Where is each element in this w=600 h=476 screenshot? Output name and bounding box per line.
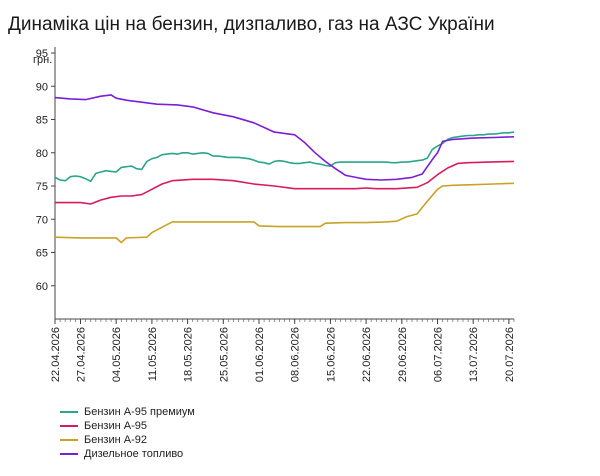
series-line-1 [54, 131, 515, 183]
price-line-chart: грн. 60 65 70 75 80 85 90 95 22.04.2026 27.04.2026… [33, 47, 516, 382]
legend-label: Дизельное топливо [84, 448, 184, 460]
y-tick-label: 75 [36, 181, 48, 193]
legend-swatch [60, 411, 78, 413]
y-tick-label: 80 [36, 148, 48, 160]
y-tick-label: 90 [36, 81, 48, 93]
series-line-3 [54, 182, 515, 244]
legend-swatch [60, 439, 78, 441]
x-tick-label: 01.06.2026 [254, 327, 266, 382]
x-tick-label: 22.06.2026 [361, 327, 373, 382]
series-line-2 [55, 160, 515, 205]
x-tick-label: 04.05.2026 [111, 327, 123, 382]
chart-title: Динаміка цін на бензин, дизпаливо, газ н… [8, 14, 495, 35]
y-tick-label: 60 [36, 281, 48, 293]
x-tick-label: 22.04.2026 [50, 327, 62, 382]
legend-item: Бензин А-92 [60, 433, 195, 447]
legend-swatch [60, 453, 78, 455]
y-tick-label: 70 [36, 214, 48, 226]
series-line-4 [54, 94, 515, 181]
x-tick-label: 20.07.2026 [504, 327, 516, 382]
x-tick-label: 18.05.2026 [183, 327, 195, 382]
x-tick-label: 08.06.2026 [290, 327, 302, 382]
chart-legend: Бензин А-95 премиум Бензин А-95 Бензин А-9… [60, 405, 195, 461]
y-tick-label: 95 [36, 48, 48, 60]
x-tick-label: 11.05.2026 [147, 327, 159, 381]
y-axis-label: грн. [33, 54, 52, 66]
x-tick-label: 15.06.2026 [325, 327, 337, 382]
x-tick-label: 13.07.2026 [468, 327, 480, 382]
y-tick-label: 65 [36, 248, 48, 260]
legend-item: Бензин А-95 премиум [60, 405, 195, 419]
y-tick-label: 85 [36, 115, 48, 127]
legend-item: Дизельное топливо [60, 447, 195, 461]
legend-swatch [60, 425, 78, 427]
x-tick-label: 29.06.2026 [397, 327, 409, 382]
x-tick-label: 25.05.2026 [218, 327, 230, 382]
legend-label: Бензин А-92 [84, 434, 147, 446]
legend-item: Бензин А-95 [60, 419, 195, 433]
legend-label: Бензин А-95 премиум [84, 406, 195, 418]
legend-label: Бензин А-95 [84, 420, 147, 432]
x-tick-label: 27.04.2026 [76, 327, 88, 382]
x-tick-label: 06.07.2026 [433, 327, 445, 382]
